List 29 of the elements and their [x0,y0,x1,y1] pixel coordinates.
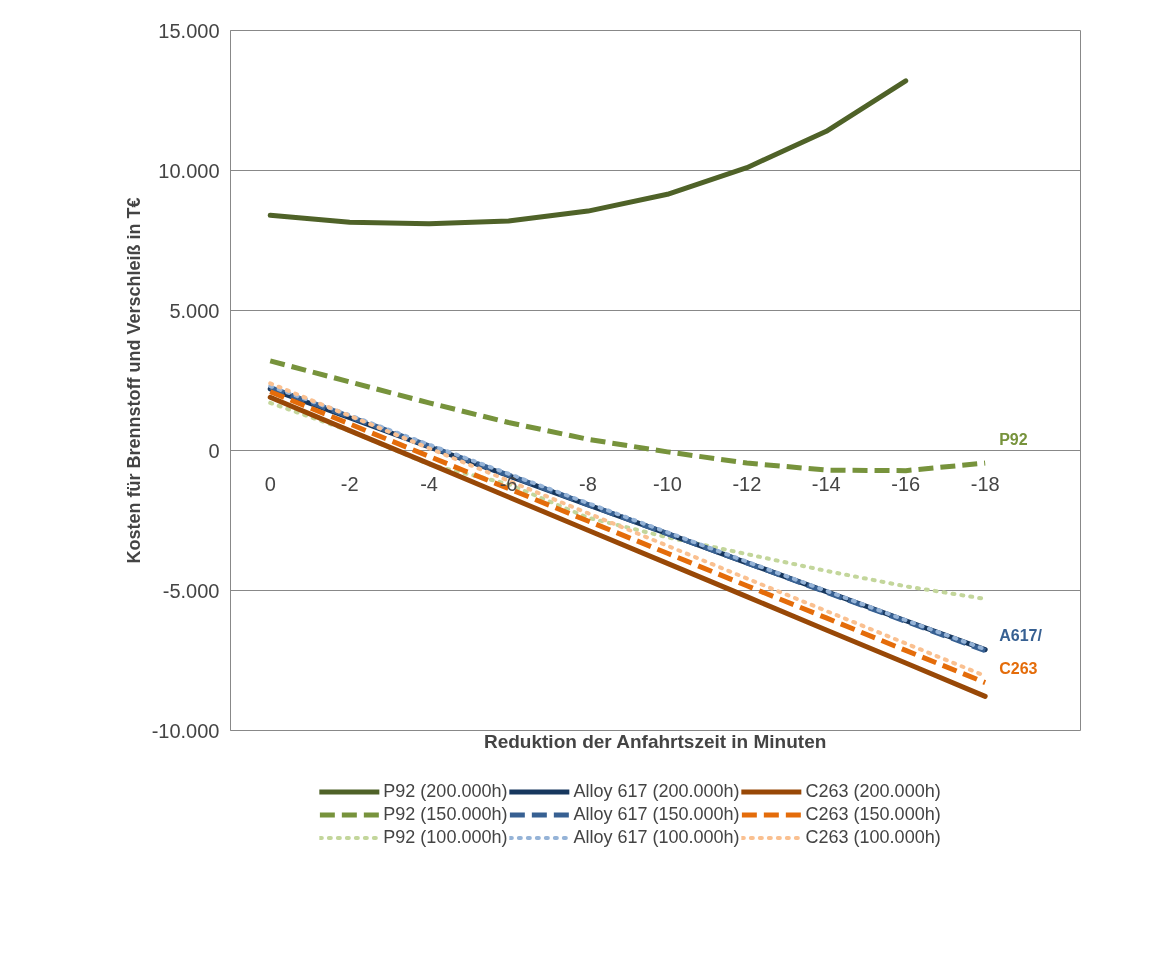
legend-label: P92 (100.000h) [383,826,508,848]
legend-label: C263 (200.000h) [805,780,941,802]
annotation: A617/ [999,626,1043,644]
x-tick-label: -16 [891,472,921,495]
y-tick-label: 10.000 [158,159,220,182]
y-tick-label: 0 [208,439,220,462]
legend-label: Alloy 617 (100.000h) [573,826,740,848]
annotation: P92 [999,431,1028,449]
annotation: C263 [999,660,1038,678]
legend-label: C263 (150.000h) [805,803,941,825]
x-tick-label: -8 [579,472,597,495]
x-tick-label: 0 [264,472,276,495]
legend-label: C263 (100.000h) [805,826,941,848]
y-tick-label: -5.000 [162,579,220,602]
legend-label: P92 (150.000h) [383,803,508,825]
x-tick-label: -14 [811,472,841,495]
x-tick-label: -10 [652,472,682,495]
x-axis-title: Reduktion der Anfahrtszeit in Minuten [483,730,827,752]
x-tick-label: -12 [732,472,762,495]
y-tick-label: -10.000 [151,719,220,742]
y-tick-label: 15.000 [158,19,220,42]
x-tick-label: -4 [420,472,438,495]
legend-label: Alloy 617 (150.000h) [573,803,740,825]
x-tick-label: -18 [970,472,1000,495]
legend-label: Alloy 617 (200.000h) [573,780,740,802]
x-tick-label: -2 [340,472,359,495]
y-tick-label: 5.000 [169,299,220,322]
y-axis-title: Kosten für Brennstoff und Verschleiß in T€ [123,197,144,564]
legend-label: P92 (200.000h) [383,780,508,802]
